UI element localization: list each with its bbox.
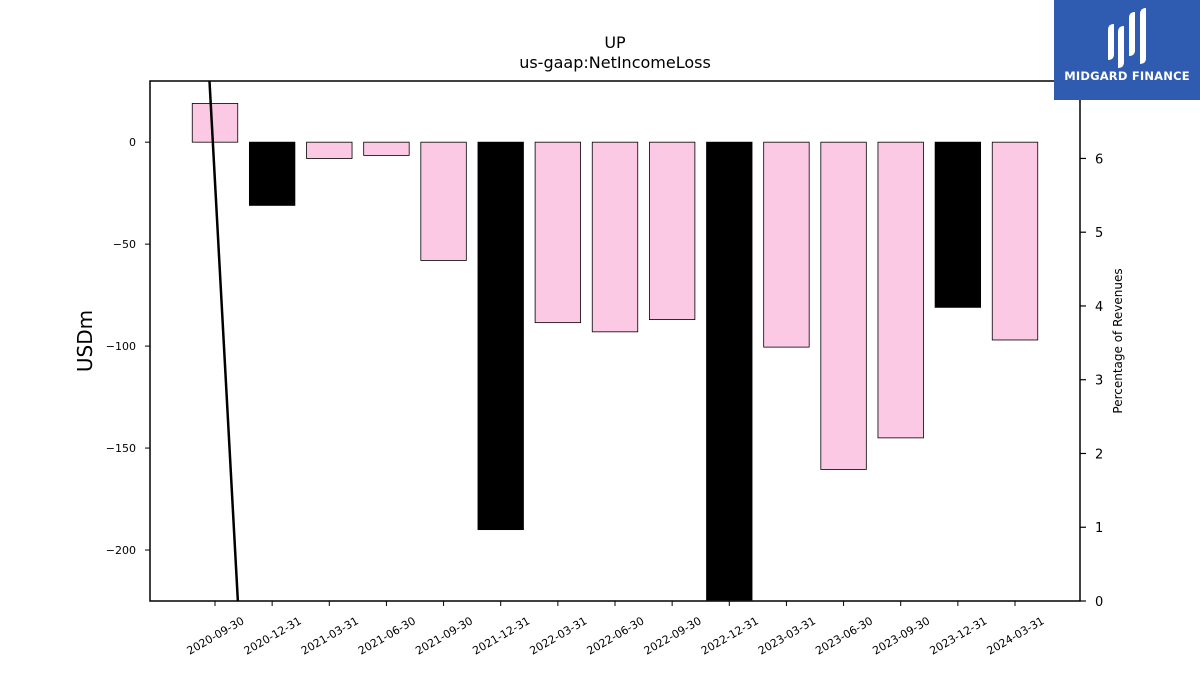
bar-2021-06-30 xyxy=(363,141,410,156)
bar-2023-09-30 xyxy=(877,141,924,439)
x-tick-label: 2021-12-31 xyxy=(470,614,532,657)
x-tick-label: 2023-12-31 xyxy=(927,614,989,657)
x-tick-label: 2022-12-31 xyxy=(699,614,761,657)
y2-tick-label: 2 xyxy=(1095,447,1103,462)
percentage-of-revenues-line xyxy=(208,81,240,601)
x-tick-label: 2022-09-30 xyxy=(642,614,704,657)
x-tick-label: 2021-03-31 xyxy=(299,614,361,657)
line-layer xyxy=(208,81,240,601)
bar-2024-03-31 xyxy=(991,141,1039,341)
bar-2020-12-31 xyxy=(248,141,296,206)
x-tick-label: 2020-12-31 xyxy=(242,614,304,657)
chart-subtitle: us-gaap:NetIncomeLoss xyxy=(519,53,711,72)
y-tick-label: −200 xyxy=(106,544,136,557)
midgard-logo-icon xyxy=(1108,8,1146,68)
x-tick-label: 2022-03-31 xyxy=(527,614,589,657)
bar-2022-12-31 xyxy=(706,141,753,601)
bar-2020-09-30 xyxy=(191,103,239,143)
logo-text: MIDGARD FINANCE xyxy=(1064,69,1190,83)
y2-tick-label: 4 xyxy=(1095,300,1103,315)
x-tick-label: 2024-03-31 xyxy=(985,614,1047,657)
bar-2021-12-31 xyxy=(477,141,524,531)
y2-axis-label: Percentage of Revenues xyxy=(1111,268,1125,413)
x-tick-label: 2021-06-30 xyxy=(356,614,418,657)
x-tick-label: 2023-09-30 xyxy=(870,614,932,657)
bar-2021-09-30 xyxy=(420,141,467,261)
y2-tick-label: 3 xyxy=(1095,374,1103,389)
y-tick-label: 0 xyxy=(129,136,136,149)
x-axis: 2020-09-302020-12-312021-03-312021-06-30… xyxy=(185,601,1047,658)
y2-axis: 0 1 2 3 4 5 6 xyxy=(1080,152,1103,610)
bar-2023-12-31 xyxy=(934,141,982,308)
bar-2023-03-31 xyxy=(763,141,810,348)
bar-2022-06-30 xyxy=(591,141,639,333)
x-tick-label: 2022-06-30 xyxy=(585,614,647,657)
bars-group xyxy=(191,103,1039,601)
y2-tick-label: 0 xyxy=(1095,595,1103,610)
x-tick-label: 2023-06-30 xyxy=(813,614,875,657)
bar-2022-03-31 xyxy=(534,141,582,324)
y2-tick-label: 5 xyxy=(1095,226,1103,241)
chart-title: UP xyxy=(604,33,626,52)
y-tick-label: −150 xyxy=(106,442,136,455)
x-tick-label: 2021-09-30 xyxy=(413,614,475,657)
bar-2023-06-30 xyxy=(820,141,867,470)
y-tick-label: −50 xyxy=(113,238,136,251)
bar-2022-09-30 xyxy=(648,141,696,320)
brand-logo: MIDGARD FINANCE xyxy=(1054,0,1200,100)
bar-2021-03-31 xyxy=(306,141,353,159)
x-tick-label: 2023-03-31 xyxy=(756,614,818,657)
y2-tick-label: 1 xyxy=(1095,521,1103,536)
y-axis-label: USDm xyxy=(73,310,97,372)
y-tick-label: −100 xyxy=(106,340,136,353)
y-axis: 0 −50 −100 −150 −200 xyxy=(106,136,150,557)
y2-tick-label: 6 xyxy=(1095,152,1103,167)
x-tick-label: 2020-09-30 xyxy=(185,614,247,657)
